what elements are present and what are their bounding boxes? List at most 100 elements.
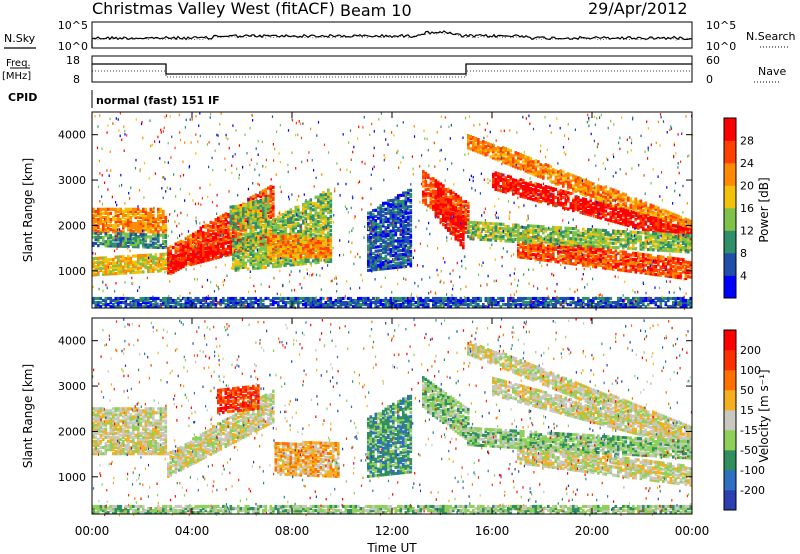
heatmap-cell [429,189,433,193]
heatmap-cell [279,217,283,221]
heatmap-cell [327,238,330,242]
heatmap-cell [104,224,108,228]
heatmap-cell [227,231,230,235]
heatmap-cell [312,222,315,226]
heatmap-cell [144,224,148,228]
heatmap-cell [119,236,123,240]
heatmap-cell [114,209,118,213]
heatmap-cell [627,253,630,257]
heatmap-cell [162,245,165,250]
heatmap-cell [557,250,560,254]
heatmap-cell [104,211,108,215]
heatmap-cell [94,237,98,241]
heatmap-cell [134,254,138,258]
heatmap-cell [129,238,133,242]
heatmap-cell [662,255,665,259]
heatmap-cell [152,213,155,218]
heatmap-cell [187,235,190,239]
heatmap-cell [164,215,168,220]
heatmap-cell [122,209,125,213]
heatmap-cell [164,262,168,266]
heatmap-cell [112,266,115,270]
noise-sky-series [91,30,693,41]
heatmap-cell [227,237,230,241]
heatmap-cell [664,257,668,262]
heatmap-cell [92,273,95,277]
heatmap-cell [584,253,588,257]
heatmap-cell [289,259,293,263]
heatmap-cell [242,243,245,247]
heatmap-cell [104,258,108,262]
heatmap-cell [527,182,530,186]
heatmap-cell [227,245,230,249]
heatmap-cell [124,261,128,265]
heatmap-cell [262,203,265,207]
heatmap-cell [147,257,150,261]
heatmap-cell [142,224,145,228]
heatmap-cell [452,191,455,195]
heatmap-cell [177,241,180,245]
heatmap-cell [467,224,470,228]
heatmap-cell [617,219,620,223]
heatmap-cell [249,201,253,205]
heatmap-cell [212,225,215,229]
heatmap-cell [617,251,620,255]
heatmap-cell [584,257,588,261]
heatmap-cell [669,225,673,229]
heatmap-cell [99,268,103,272]
heatmap-cell [467,235,470,239]
heatmap-cell [534,253,538,257]
heatmap-cell [529,224,533,228]
heatmap-cell [502,226,505,231]
heatmap-cell [539,167,543,171]
heatmap-cell [219,221,223,225]
heatmap-cell [122,224,125,228]
heatmap-cell [487,142,490,146]
heatmap-cell [299,211,303,215]
heatmap-cell [669,211,673,215]
heatmap-cell [644,257,648,261]
heatmap-cell [214,228,218,232]
heatmap-cell [139,226,143,230]
heatmap-cell [512,178,515,182]
heatmap-cell [237,227,240,231]
heatmap-cell [109,236,113,240]
heatmap-cell [242,214,245,218]
heatmap-cell [117,213,120,218]
heatmap-cell [284,249,288,253]
heatmap-cell [134,264,138,268]
heatmap-cell [257,194,260,198]
heatmap-cell [154,217,158,222]
heatmap-cell [519,153,523,157]
heatmap-cell [259,236,263,240]
heatmap-cell [569,237,573,241]
heatmap-cell [467,201,470,205]
heatmap-cell [479,141,483,145]
heatmap-cell [274,242,278,247]
heatmap-cell [102,238,105,242]
heatmap-cell [162,252,165,256]
heatmap-cell [112,207,115,211]
heatmap-cell [272,253,275,257]
heatmap-cell [272,202,275,206]
heatmap-cell [152,265,155,269]
heatmap-cell [154,255,158,259]
heatmap-cell [607,254,610,258]
heatmap-cell [119,209,123,213]
heatmap-cell [132,245,135,249]
heatmap-cell [102,266,105,270]
heatmap-cell [184,249,188,253]
heatmap-cell [454,203,458,207]
heatmap-cell [524,252,528,256]
heatmap-cell [324,203,328,207]
heatmap-cell [159,207,163,211]
heatmap-cell [487,221,490,226]
heatmap-cell [222,222,225,226]
heatmap-cell [232,234,235,238]
heatmap-cell [289,208,293,212]
heatmap-cell [152,257,155,261]
heatmap-cell [157,257,160,261]
heatmap-cell [224,241,228,245]
heatmap-cell [677,265,680,269]
heatmap-cell [172,261,175,265]
